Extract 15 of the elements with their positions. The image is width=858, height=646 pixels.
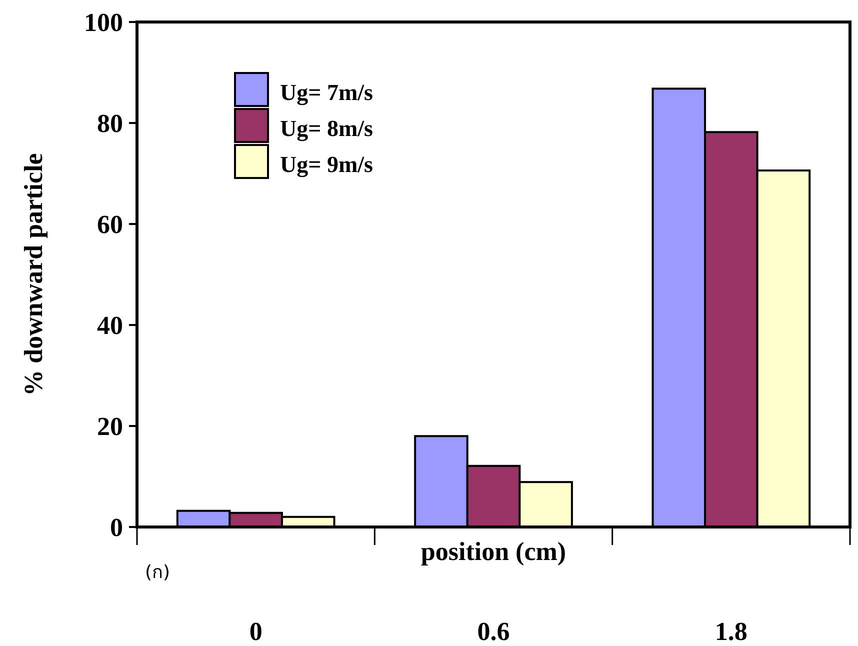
y-tick-label: 0 (110, 513, 123, 542)
y-tick-label: 100 (84, 8, 123, 37)
legend-label: Ug= 9m/s (280, 152, 374, 178)
x-tick-label: 0 (249, 617, 262, 646)
y-tick-label: 40 (97, 311, 123, 340)
legend-label: Ug= 7m/s (280, 80, 374, 106)
y-tick-label: 60 (97, 210, 123, 239)
y-axis-title: % downward particle (19, 153, 48, 396)
y-tick-label: 80 (97, 109, 123, 138)
x-tick-label: 1.8 (714, 617, 748, 646)
text: (ก) (145, 562, 170, 583)
legend-label: Ug= 8m/s (280, 116, 374, 142)
y-tick-label: 20 (97, 412, 123, 441)
x-axis-title: position (cm) (420, 537, 566, 566)
x-tick-label: 0.6 (477, 617, 510, 646)
